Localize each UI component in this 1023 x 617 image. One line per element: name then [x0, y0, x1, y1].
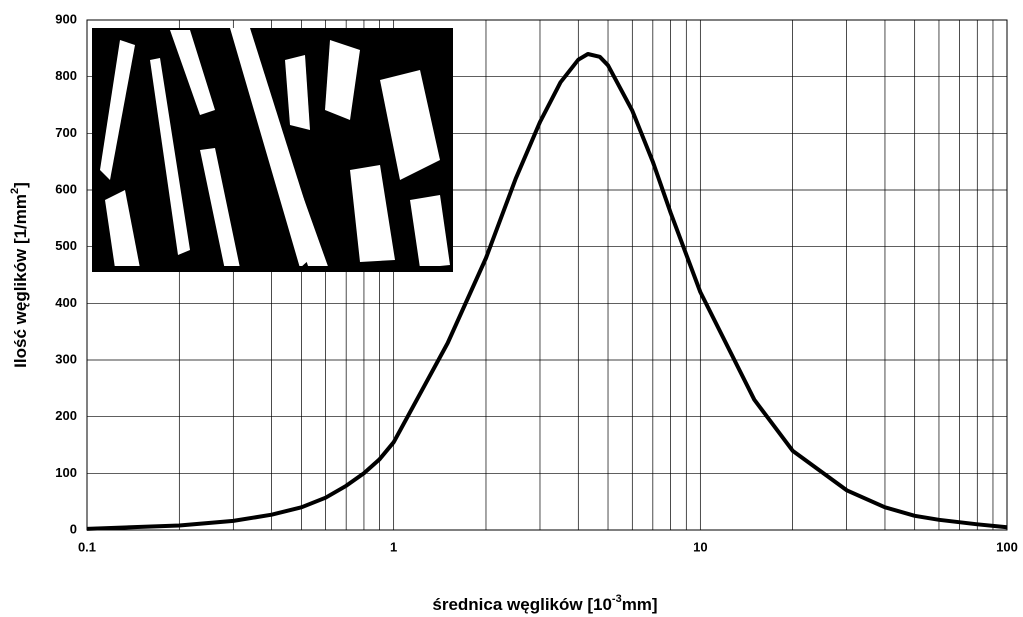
- y-tick-label: 0: [70, 521, 77, 536]
- y-tick-label: 800: [55, 68, 77, 83]
- x-label-text: średnica węglików [10: [432, 595, 612, 614]
- x-label-sup: -3: [612, 593, 622, 605]
- y-tick-label: 700: [55, 125, 77, 140]
- x-tick-label: 100: [996, 539, 1018, 554]
- y-tick-label: 500: [55, 238, 77, 253]
- y-label-text: Ilość węglików [1/mm: [11, 194, 30, 368]
- x-tick-label: 10: [693, 539, 707, 554]
- y-tick-label: 600: [55, 181, 77, 196]
- y-label-end: ]: [11, 182, 30, 188]
- x-tick-label: 0.1: [78, 539, 96, 554]
- y-tick-label: 400: [55, 295, 77, 310]
- y-tick-label: 300: [55, 351, 77, 366]
- y-tick-label: 200: [55, 408, 77, 423]
- x-label-end: mm]: [622, 595, 658, 614]
- y-axis-label: Ilość węglików [1/mm2]: [9, 182, 31, 368]
- inset-photo: [92, 28, 453, 272]
- x-tick-label: 1: [390, 539, 397, 554]
- x-axis-label: średnica węglików [10-3mm]: [432, 593, 657, 615]
- y-tick-label: 900: [55, 11, 77, 26]
- y-label-sup: 2: [9, 188, 21, 194]
- y-tick-label: 100: [55, 465, 77, 480]
- distribution-line: [86, 52, 1008, 531]
